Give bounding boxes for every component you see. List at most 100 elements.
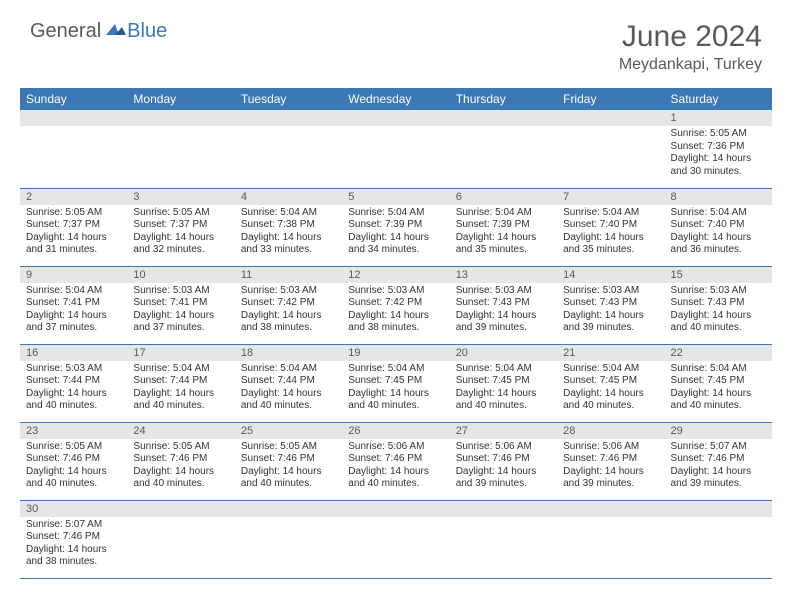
day-line: Sunrise: 5:04 AM <box>241 363 336 376</box>
day-header: Sunday <box>20 88 127 110</box>
calendar-day: 8Sunrise: 5:04 AMSunset: 7:40 PMDaylight… <box>665 188 772 266</box>
day-number: 26 <box>342 423 449 439</box>
day-body: Sunrise: 5:06 AMSunset: 7:46 PMDaylight:… <box>342 439 449 494</box>
day-line: Sunset: 7:42 PM <box>348 297 443 310</box>
day-body: Sunrise: 5:03 AMSunset: 7:43 PMDaylight:… <box>557 283 664 338</box>
day-body: Sunrise: 5:03 AMSunset: 7:43 PMDaylight:… <box>450 283 557 338</box>
day-body <box>342 126 449 182</box>
day-line: Sunset: 7:45 PM <box>348 375 443 388</box>
logo-text-blue: Blue <box>127 20 167 43</box>
day-line: Sunrise: 5:06 AM <box>456 441 551 454</box>
day-line: Sunrise: 5:03 AM <box>241 285 336 298</box>
day-number <box>235 110 342 126</box>
calendar-week: 1Sunrise: 5:05 AMSunset: 7:36 PMDaylight… <box>20 110 772 188</box>
day-number: 7 <box>557 189 664 205</box>
day-body: Sunrise: 5:06 AMSunset: 7:46 PMDaylight:… <box>450 439 557 494</box>
day-line: Sunrise: 5:05 AM <box>26 441 121 454</box>
calendar-day <box>450 500 557 578</box>
day-line: Daylight: 14 hours and 40 minutes. <box>26 466 121 491</box>
day-number <box>235 501 342 517</box>
day-body: Sunrise: 5:04 AMSunset: 7:44 PMDaylight:… <box>127 361 234 416</box>
day-number <box>342 501 449 517</box>
calendar-day: 24Sunrise: 5:05 AMSunset: 7:46 PMDayligh… <box>127 422 234 500</box>
day-line: Sunrise: 5:03 AM <box>133 285 228 298</box>
day-number <box>20 110 127 126</box>
day-number: 17 <box>127 345 234 361</box>
day-body: Sunrise: 5:04 AMSunset: 7:45 PMDaylight:… <box>665 361 772 416</box>
day-line: Daylight: 14 hours and 40 minutes. <box>456 388 551 413</box>
day-header: Friday <box>557 88 664 110</box>
day-line: Daylight: 14 hours and 37 minutes. <box>26 310 121 335</box>
day-line: Daylight: 14 hours and 35 minutes. <box>563 232 658 257</box>
day-body: Sunrise: 5:03 AMSunset: 7:41 PMDaylight:… <box>127 283 234 338</box>
day-line: Daylight: 14 hours and 38 minutes. <box>26 544 121 569</box>
day-line: Sunset: 7:36 PM <box>671 141 766 154</box>
day-line: Sunrise: 5:04 AM <box>671 363 766 376</box>
calendar-table: SundayMondayTuesdayWednesdayThursdayFrid… <box>20 88 772 579</box>
day-line: Sunrise: 5:04 AM <box>563 207 658 220</box>
day-number: 14 <box>557 267 664 283</box>
day-line: Daylight: 14 hours and 40 minutes. <box>241 466 336 491</box>
day-body: Sunrise: 5:06 AMSunset: 7:46 PMDaylight:… <box>557 439 664 494</box>
day-line: Sunrise: 5:03 AM <box>671 285 766 298</box>
day-body <box>450 517 557 573</box>
day-number: 1 <box>665 110 772 126</box>
day-line: Sunrise: 5:03 AM <box>26 363 121 376</box>
day-line: Sunset: 7:40 PM <box>671 219 766 232</box>
day-body: Sunrise: 5:03 AMSunset: 7:44 PMDaylight:… <box>20 361 127 416</box>
calendar-day: 2Sunrise: 5:05 AMSunset: 7:37 PMDaylight… <box>20 188 127 266</box>
day-line: Daylight: 14 hours and 30 minutes. <box>671 153 766 178</box>
day-line: Sunrise: 5:06 AM <box>563 441 658 454</box>
day-line: Sunrise: 5:04 AM <box>456 363 551 376</box>
calendar-day: 4Sunrise: 5:04 AMSunset: 7:38 PMDaylight… <box>235 188 342 266</box>
day-number: 4 <box>235 189 342 205</box>
day-line: Sunset: 7:45 PM <box>563 375 658 388</box>
day-header: Monday <box>127 88 234 110</box>
calendar-day <box>235 110 342 188</box>
day-line: Sunset: 7:44 PM <box>241 375 336 388</box>
day-line: Sunrise: 5:05 AM <box>133 441 228 454</box>
day-body <box>557 517 664 573</box>
day-body: Sunrise: 5:05 AMSunset: 7:37 PMDaylight:… <box>127 205 234 260</box>
calendar-day <box>20 110 127 188</box>
calendar-day: 1Sunrise: 5:05 AMSunset: 7:36 PMDaylight… <box>665 110 772 188</box>
calendar-day: 20Sunrise: 5:04 AMSunset: 7:45 PMDayligh… <box>450 344 557 422</box>
day-line: Daylight: 14 hours and 37 minutes. <box>133 310 228 335</box>
day-line: Sunset: 7:45 PM <box>456 375 551 388</box>
day-line: Daylight: 14 hours and 40 minutes. <box>133 466 228 491</box>
calendar-day: 21Sunrise: 5:04 AMSunset: 7:45 PMDayligh… <box>557 344 664 422</box>
location: Meydankapi, Turkey <box>619 56 762 74</box>
day-line: Sunset: 7:44 PM <box>26 375 121 388</box>
day-body: Sunrise: 5:04 AMSunset: 7:40 PMDaylight:… <box>557 205 664 260</box>
day-number: 28 <box>557 423 664 439</box>
day-line: Daylight: 14 hours and 32 minutes. <box>133 232 228 257</box>
day-header: Tuesday <box>235 88 342 110</box>
day-number: 3 <box>127 189 234 205</box>
day-line: Sunrise: 5:04 AM <box>348 363 443 376</box>
day-line: Daylight: 14 hours and 40 minutes. <box>348 388 443 413</box>
day-body: Sunrise: 5:04 AMSunset: 7:39 PMDaylight:… <box>450 205 557 260</box>
day-body <box>557 126 664 182</box>
calendar-day: 13Sunrise: 5:03 AMSunset: 7:43 PMDayligh… <box>450 266 557 344</box>
day-number: 30 <box>20 501 127 517</box>
calendar-day <box>342 500 449 578</box>
day-body <box>20 126 127 182</box>
day-line: Daylight: 14 hours and 38 minutes. <box>241 310 336 335</box>
day-line: Daylight: 14 hours and 40 minutes. <box>671 388 766 413</box>
calendar-day: 16Sunrise: 5:03 AMSunset: 7:44 PMDayligh… <box>20 344 127 422</box>
day-body <box>235 517 342 573</box>
calendar-day: 11Sunrise: 5:03 AMSunset: 7:42 PMDayligh… <box>235 266 342 344</box>
calendar-day: 29Sunrise: 5:07 AMSunset: 7:46 PMDayligh… <box>665 422 772 500</box>
day-body: Sunrise: 5:05 AMSunset: 7:46 PMDaylight:… <box>235 439 342 494</box>
day-number <box>127 501 234 517</box>
day-number: 2 <box>20 189 127 205</box>
day-line: Sunset: 7:46 PM <box>348 453 443 466</box>
day-number: 22 <box>665 345 772 361</box>
day-body: Sunrise: 5:04 AMSunset: 7:44 PMDaylight:… <box>235 361 342 416</box>
day-number: 25 <box>235 423 342 439</box>
day-line: Sunset: 7:43 PM <box>671 297 766 310</box>
day-line: Sunset: 7:40 PM <box>563 219 658 232</box>
day-number <box>450 110 557 126</box>
calendar-day <box>450 110 557 188</box>
title-block: June 2024 Meydankapi, Turkey <box>619 20 762 74</box>
